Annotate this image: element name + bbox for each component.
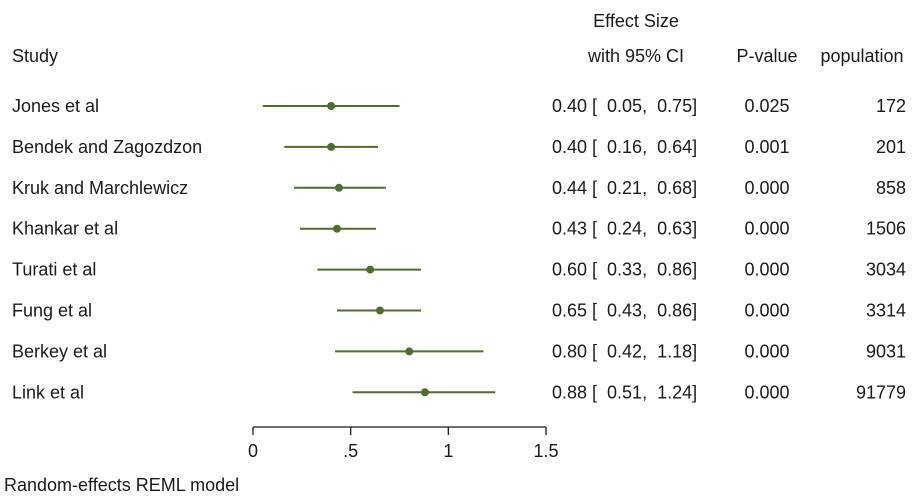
study-name: Fung et al (12, 301, 92, 321)
effect-point (327, 142, 336, 151)
effect-ci-value: 0.65 [ 0.43, 0.86] (552, 301, 697, 321)
effect-point (332, 224, 341, 233)
effect-ci-value: 0.40 [ 0.05, 0.75] (552, 96, 697, 116)
p-value: 0.000 (744, 219, 789, 239)
effect-point (375, 306, 384, 315)
p-value: 0.001 (744, 137, 789, 157)
x-axis: 0 .5 1 1.5 (248, 426, 559, 461)
effect-ci-value: 0.44 [ 0.21, 0.68] (552, 178, 697, 198)
effect-point (366, 265, 375, 274)
p-value: 0.000 (744, 260, 789, 280)
header-pvalue: P-value (736, 46, 797, 66)
header-population: population (820, 46, 903, 66)
study-row: Jones et al 0.40 [ 0.05, 0.75] 0.025 172 (12, 96, 906, 116)
population-value: 3314 (866, 301, 906, 321)
study-row: Khankar et al 0.43 [ 0.24, 0.63] 0.000 1506 (12, 219, 906, 239)
header-ci: with 95% CI (587, 46, 684, 66)
p-value: 0.000 (744, 301, 789, 321)
study-row: Turati et al 0.60 [ 0.33, 0.86] 0.000 3034 (12, 260, 906, 280)
study-row: Link et al 0.88 [ 0.51, 1.24] 0.000 91779 (12, 382, 906, 402)
x-tick-label: 1.5 (533, 441, 558, 461)
header-effect-size: Effect Size (593, 11, 679, 31)
effect-point (327, 102, 336, 110)
p-value: 0.000 (744, 178, 789, 198)
study-row: Berkey et al 0.80 [ 0.42, 1.18] 0.000 9031 (12, 341, 906, 361)
p-value: 0.000 (744, 382, 789, 402)
effect-point (405, 347, 414, 356)
effect-ci-value: 0.88 [ 0.51, 1.24] (552, 382, 697, 402)
population-value: 172 (876, 96, 906, 116)
x-tick-label: 1 (443, 441, 453, 461)
model-note: Random-effects REML model (4, 475, 239, 495)
population-value: 201 (876, 137, 906, 157)
study-row: Kruk and Marchlewicz 0.44 [ 0.21, 0.68] 0.… (12, 178, 906, 198)
population-value: 91779 (856, 382, 906, 402)
population-value: 3034 (866, 260, 906, 280)
study-name: Jones et al (12, 96, 99, 116)
study-row: Bendek and Zagozdzon 0.40 [ 0.16, 0.64] 0.… (12, 137, 906, 157)
study-name: Bendek and Zagozdzon (12, 137, 202, 157)
header-study: Study (12, 46, 58, 66)
effect-point (420, 388, 429, 397)
study-row: Fung et al 0.65 [ 0.43, 0.86] 0.000 3314 (12, 301, 906, 321)
effect-ci-value: 0.43 [ 0.24, 0.63] (552, 219, 697, 239)
population-value: 858 (876, 178, 906, 198)
x-tick-label: 0 (248, 441, 258, 461)
study-name: Link et al (12, 382, 84, 402)
x-tick-label: .5 (343, 441, 358, 461)
effect-ci-value: 0.80 [ 0.42, 1.18] (552, 341, 697, 361)
study-rows: Jones et al 0.40 [ 0.05, 0.75] 0.025 172 Ben… (12, 96, 906, 402)
p-value: 0.025 (744, 96, 789, 116)
study-name: Turati et al (12, 260, 96, 280)
effect-ci-value: 0.40 [ 0.16, 0.64] (552, 137, 697, 157)
population-value: 9031 (866, 341, 906, 361)
study-name: Khankar et al (12, 219, 118, 239)
study-name: Kruk and Marchlewicz (12, 178, 188, 198)
population-value: 1506 (866, 219, 906, 239)
effect-point (334, 183, 343, 192)
p-value: 0.000 (744, 341, 789, 361)
study-name: Berkey et al (12, 341, 107, 361)
effect-ci-value: 0.60 [ 0.33, 0.86] (552, 260, 697, 280)
